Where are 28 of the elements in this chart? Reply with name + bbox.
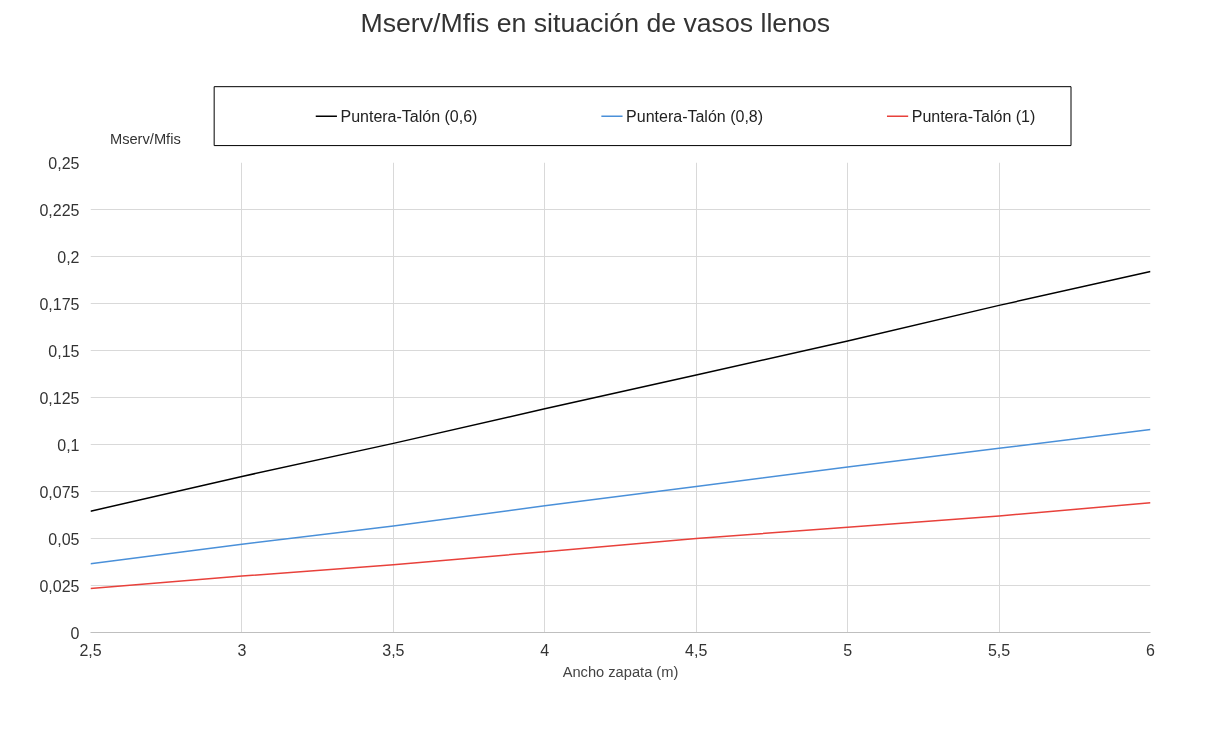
y-tick-label: 0,125: [39, 389, 80, 407]
x-tick-label: 5,5: [987, 641, 1011, 659]
y-axis-title: Mserv/Mfis: [109, 130, 181, 147]
x-tick-label: 6: [1146, 641, 1156, 659]
x-tick-label: 2,5: [79, 641, 102, 659]
legend-label: Puntera-Talón (1): [911, 107, 1036, 125]
legend-label: Puntera-Talón (0,8): [626, 107, 764, 125]
x-tick-label: 4: [540, 641, 550, 659]
y-tick-label: 0,1: [57, 436, 80, 454]
y-tick-label: 0,2: [57, 248, 80, 266]
y-tick-label: 0,15: [48, 342, 80, 360]
y-tick-label: 0: [70, 624, 80, 642]
line-series: [90, 270, 1151, 512]
x-tick-label: 5: [843, 641, 853, 659]
y-tick-label: 0,025: [39, 577, 80, 595]
line-series: [90, 502, 1151, 590]
y-tick-label: 0,075: [39, 483, 80, 501]
y-tick-label: 0,225: [39, 201, 80, 219]
legend-label: Puntera-Talón (0,6): [340, 107, 478, 125]
x-axis-title: Ancho zapata (m): [562, 663, 679, 680]
y-tick-label: 0,05: [48, 530, 80, 548]
y-tick-label: 0,175: [39, 295, 80, 313]
line-series: [90, 428, 1151, 565]
x-tick-label: 3: [237, 641, 247, 659]
x-tick-label: 3,5: [382, 641, 405, 659]
chart-title: Mserv/Mfis en situación de vasos llenos: [360, 7, 831, 38]
x-tick-label: 4,5: [685, 641, 708, 659]
y-tick-label: 0,25: [48, 154, 80, 172]
